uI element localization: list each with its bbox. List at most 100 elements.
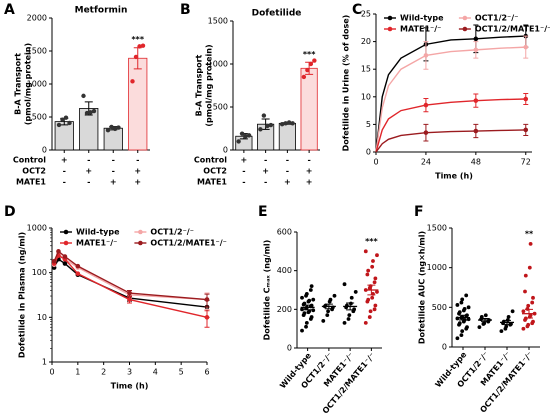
table-row-label: Control	[13, 156, 46, 165]
data-point	[462, 307, 467, 311]
data-point	[300, 328, 304, 333]
data-point	[482, 321, 487, 326]
y-axis-label: Dofetilide in Plasma (ng/ml)	[18, 232, 27, 358]
data-point	[304, 324, 308, 329]
data-point	[261, 113, 267, 118]
x-tick-label: 48	[471, 158, 481, 167]
legend-label: OCT1/2/MATE1⁻/⁻	[475, 25, 550, 34]
y-tick-label: 25	[361, 10, 371, 19]
x-tick-label: 72	[521, 158, 531, 167]
y-axis-label: Dofetilide in Urine (% of dose)	[342, 15, 351, 152]
data-point	[62, 261, 68, 266]
table-cell: +	[306, 167, 313, 176]
data-point	[455, 303, 460, 307]
data-point	[60, 117, 65, 122]
table-cell: -	[63, 167, 66, 176]
significance: ***	[365, 237, 378, 246]
x-tick-label: 4	[153, 368, 158, 377]
data-point	[342, 282, 347, 287]
table-cell: +	[241, 156, 248, 165]
error-bar	[303, 304, 312, 311]
data-point	[363, 249, 368, 254]
data-point	[473, 36, 479, 42]
panel-label: C	[352, 2, 362, 18]
x-tick-label: 6	[204, 368, 209, 377]
series-line	[375, 129, 526, 153]
data-point	[499, 329, 504, 334]
y-tick-label: 200	[277, 305, 292, 314]
y-tick-label: 1500	[427, 224, 447, 233]
data-point	[531, 295, 535, 300]
data-point	[309, 315, 314, 319]
table-cell: +	[61, 156, 68, 165]
data-point	[236, 139, 241, 144]
data-point	[279, 122, 285, 127]
table-cell: -	[112, 156, 115, 165]
data-point	[526, 322, 531, 327]
y-tick-label: 0	[42, 146, 47, 155]
data-point	[342, 320, 347, 325]
data-point	[477, 325, 482, 330]
legend-label: OCT1/2/MATE1⁻/⁻	[150, 239, 227, 248]
data-point	[56, 249, 61, 254]
table-row-label: OCT2	[22, 167, 46, 176]
panel: C 0 5 10 15 20 25 Dofetilide in Urine (% of dos…	[342, 2, 550, 181]
data-point	[307, 309, 312, 314]
data-point	[308, 61, 314, 67]
data-point	[283, 121, 288, 126]
legend-label: MATE1⁻/⁻	[400, 25, 441, 34]
y-tick-label: 0	[223, 146, 228, 155]
legend-marker	[387, 26, 393, 32]
data-point	[523, 127, 529, 133]
x-axis-label: Time (h)	[435, 172, 473, 181]
data-point	[88, 110, 93, 115]
legend-marker	[462, 26, 468, 32]
table-cell: +	[134, 178, 141, 187]
data-point	[304, 291, 309, 296]
y-tick-label: 500	[432, 303, 447, 312]
data-point	[528, 241, 533, 246]
data-point	[523, 289, 527, 294]
panel-label: F	[414, 204, 424, 220]
table-cell: +	[85, 167, 92, 176]
table-cell: -	[286, 156, 289, 165]
legend-marker	[63, 240, 69, 246]
data-point	[311, 297, 316, 302]
data-point	[373, 303, 378, 308]
legend-marker	[63, 229, 69, 235]
data-point	[300, 307, 304, 312]
data-point	[373, 276, 378, 281]
data-point	[464, 293, 469, 298]
data-point	[371, 259, 375, 263]
table-cell: -	[63, 178, 66, 187]
data-point	[325, 313, 330, 318]
legend-label: Wild-type	[76, 228, 120, 237]
legend-marker	[387, 15, 393, 21]
table-row-label: OCT2	[203, 167, 227, 176]
data-point	[308, 288, 313, 292]
data-point	[473, 128, 479, 134]
error-bar	[481, 317, 489, 323]
data-point	[302, 301, 307, 306]
legend-label: OCT1/2⁻/⁻	[475, 14, 519, 23]
data-point	[304, 320, 309, 325]
legend-marker	[138, 240, 143, 246]
data-point	[423, 53, 429, 58]
data-point	[506, 314, 511, 319]
data-point	[140, 43, 146, 48]
data-point	[370, 264, 375, 269]
data-point	[290, 121, 295, 126]
bar	[278, 122, 296, 151]
data-point	[305, 67, 310, 73]
y-tick-label: 1500	[27, 47, 47, 56]
legend-marker	[138, 229, 143, 235]
data-point	[521, 326, 526, 331]
data-point	[530, 300, 535, 305]
data-point	[465, 325, 469, 330]
data-point	[466, 305, 471, 310]
data-point	[243, 134, 248, 139]
data-point	[346, 317, 351, 321]
table-cell: -	[286, 167, 289, 176]
data-point	[332, 293, 337, 298]
